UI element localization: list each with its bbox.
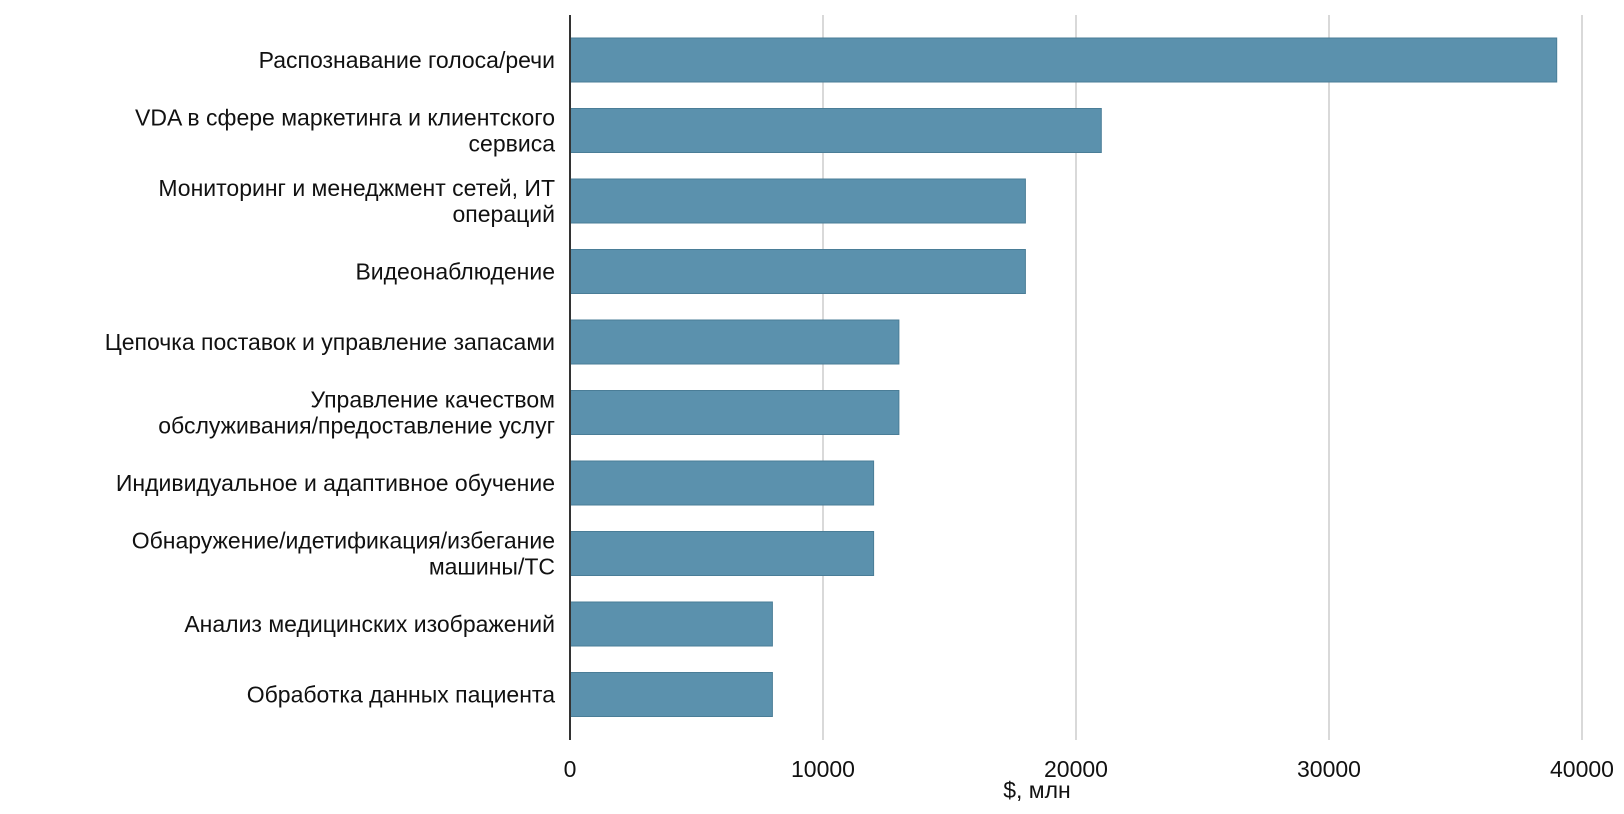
category-labels: Распознавание голоса/речи VDA в сфере мар… <box>105 47 555 708</box>
x-axis-title: $, млн <box>1003 777 1071 803</box>
category-label-7: Обнаружение/идетификация/избегание машины… <box>132 528 555 580</box>
category-label-2-line-1: операций <box>453 201 556 227</box>
category-label-0-line-0: Распознавание голоса/речи <box>259 47 555 73</box>
x-tick-label-0: 0 <box>564 756 577 782</box>
bar-2 <box>569 178 1026 224</box>
bar-3 <box>569 249 1026 294</box>
x-tick-labels: 0 10000 20000 30000 40000 <box>564 756 1614 782</box>
bars <box>569 37 1558 717</box>
bar-9 <box>569 672 773 717</box>
category-label-6: Индивидуальное и адаптивное обучение <box>116 470 555 496</box>
category-label-5-line-0: Управление качеством <box>311 387 555 413</box>
category-label-3-line-0: Видеонаблюдение <box>355 259 555 285</box>
category-label-7-line-0: Обнаружение/идетификация/избегание <box>132 528 555 554</box>
category-label-0: Распознавание голоса/речи <box>259 47 555 73</box>
bar-4 <box>569 319 900 365</box>
category-label-1-line-1: сервиса <box>469 131 556 157</box>
bar-5 <box>569 390 900 435</box>
category-label-1: VDA в сфере маркетинга и клиентского серв… <box>135 105 555 157</box>
category-label-4-line-0: Цепочка поставок и управление запасами <box>105 329 555 355</box>
category-label-8-line-0: Анализ медицинских изображений <box>184 611 555 637</box>
bar-7 <box>569 531 875 576</box>
bar-6 <box>569 460 875 506</box>
x-tick-label-4: 40000 <box>1550 756 1614 782</box>
x-tick-label-3: 30000 <box>1297 756 1361 782</box>
category-label-5: Управление качеством обслуживания/предост… <box>158 387 555 439</box>
category-label-4: Цепочка поставок и управление запасами <box>105 329 555 355</box>
category-label-5-line-1: обслуживания/предоставление услуг <box>158 413 555 439</box>
category-label-2-line-0: Мониторинг и менеджмент сетей, ИТ <box>158 175 555 201</box>
category-label-7-line-1: машины/ТС <box>429 554 555 580</box>
bar-0 <box>569 37 1558 83</box>
category-label-9-line-0: Обработка данных пациента <box>247 682 555 708</box>
x-tick-label-1: 10000 <box>791 756 855 782</box>
x-tick-label-2: 20000 <box>1044 756 1108 782</box>
bar-1 <box>569 108 1102 153</box>
category-label-8: Анализ медицинских изображений <box>184 611 555 637</box>
category-label-1-line-0: VDA в сфере маркетинга и клиентского <box>135 105 555 131</box>
bar-8 <box>569 601 773 647</box>
category-label-9: Обработка данных пациента <box>247 682 555 708</box>
category-label-3: Видеонаблюдение <box>355 259 555 285</box>
category-label-6-line-0: Индивидуальное и адаптивное обучение <box>116 470 555 496</box>
category-label-2: Мониторинг и менеджмент сетей, ИТ операци… <box>158 175 555 227</box>
